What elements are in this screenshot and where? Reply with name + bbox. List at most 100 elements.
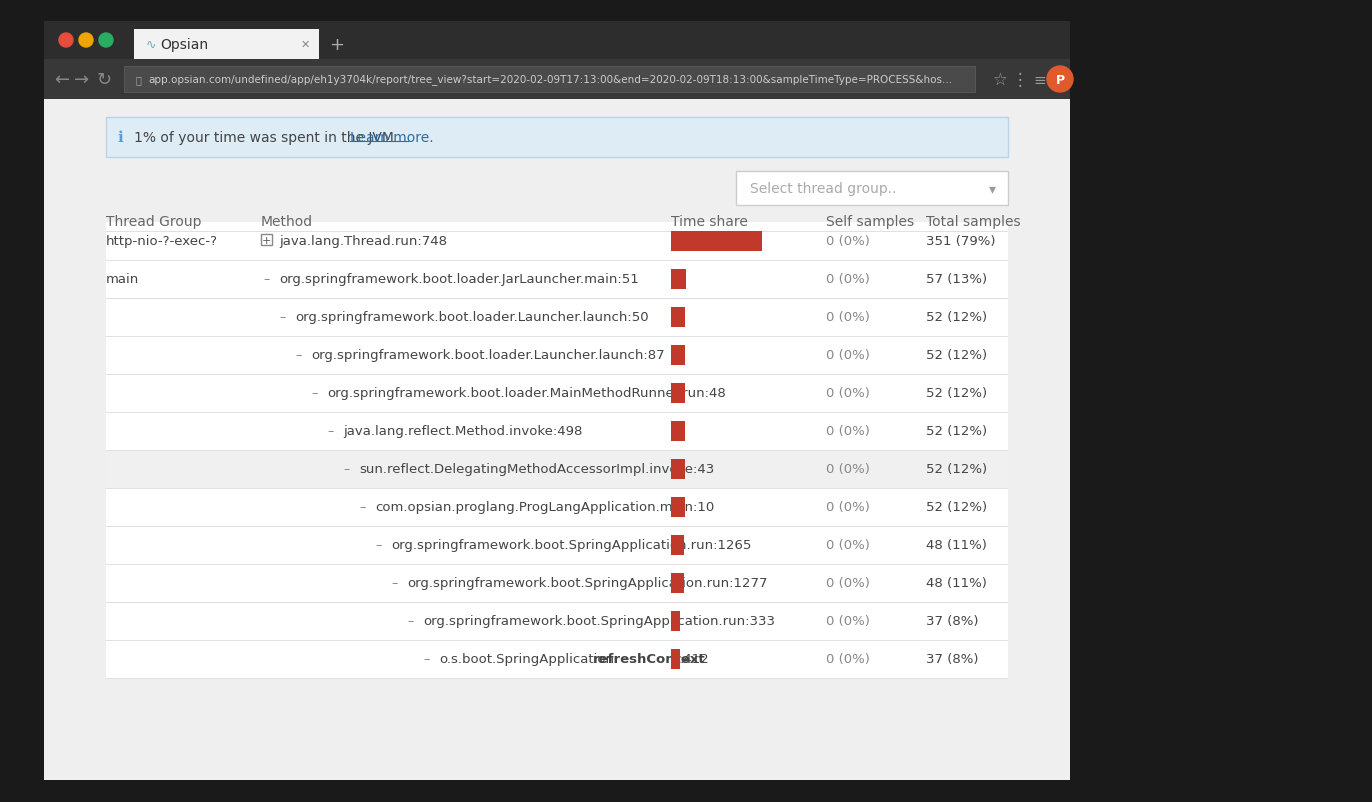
Text: 0 (0%): 0 (0%) — [826, 653, 870, 666]
Text: 0 (0%): 0 (0%) — [826, 273, 870, 286]
Bar — [106, 232, 1008, 233]
Text: 0 (0%): 0 (0%) — [826, 349, 870, 362]
Bar — [671, 422, 685, 441]
Text: 52 (12%): 52 (12%) — [926, 463, 986, 476]
Bar — [106, 488, 1008, 526]
Text: 0 (0%): 0 (0%) — [826, 539, 870, 552]
Bar — [123, 67, 975, 93]
Text: Time share: Time share — [671, 215, 748, 229]
Bar — [106, 337, 1008, 338]
Bar — [106, 602, 1008, 603]
Bar — [671, 269, 686, 290]
Text: ☆: ☆ — [992, 71, 1007, 89]
Text: com.opsian.proglang.ProgLangApplication.main:10: com.opsian.proglang.ProgLangApplication.… — [375, 501, 715, 514]
Text: org.springframework.boot.loader.JarLauncher.main:51: org.springframework.boot.loader.JarLaunc… — [279, 273, 639, 286]
Circle shape — [1047, 67, 1073, 93]
Text: ←: ← — [55, 71, 70, 89]
Text: Opsian: Opsian — [161, 38, 209, 52]
Bar — [44, 100, 1070, 780]
Text: org.springframework.boot.loader.MainMethodRunner.run:48: org.springframework.boot.loader.MainMeth… — [327, 387, 726, 400]
Text: 37 (8%): 37 (8%) — [926, 653, 978, 666]
Bar — [44, 60, 1070, 100]
Text: 0 (0%): 0 (0%) — [826, 425, 870, 438]
Text: http-nio-?-exec-?: http-nio-?-exec-? — [106, 235, 218, 248]
Bar — [671, 232, 761, 252]
Text: org.springframework.boot.SpringApplication.run:1265: org.springframework.boot.SpringApplicati… — [391, 539, 752, 552]
Text: 🔒: 🔒 — [136, 75, 141, 85]
Bar — [106, 261, 1008, 298]
Bar — [106, 640, 1008, 642]
Text: ≡: ≡ — [1033, 72, 1047, 87]
Bar — [106, 678, 1008, 679]
Bar — [261, 235, 272, 245]
Text: sun.reflect.DelegatingMethodAccessorImpl.invoke:43: sun.reflect.DelegatingMethodAccessorImpl… — [359, 463, 715, 476]
Text: –: – — [327, 425, 333, 438]
Text: –: – — [423, 653, 429, 666]
Text: +: + — [329, 36, 344, 54]
Text: –: – — [375, 539, 381, 552]
Text: org.springframework.boot.loader.Launcher.launch:50: org.springframework.boot.loader.Launcher… — [295, 311, 649, 324]
Text: –: – — [279, 311, 285, 324]
Text: app.opsian.com/undefined/app/eh1y3704k/report/tree_view?start=2020-02-09T17:13:0: app.opsian.com/undefined/app/eh1y3704k/r… — [148, 75, 952, 85]
Bar — [671, 383, 685, 403]
Text: ℹ: ℹ — [117, 131, 123, 145]
Text: 37 (8%): 37 (8%) — [926, 615, 978, 628]
Text: Learn more.: Learn more. — [350, 131, 434, 145]
Text: 0 (0%): 0 (0%) — [826, 615, 870, 628]
Text: refreshContext: refreshContext — [593, 653, 705, 666]
Bar — [44, 22, 1070, 780]
Text: –: – — [343, 463, 350, 476]
Text: →: → — [74, 71, 89, 89]
Bar — [671, 649, 681, 669]
Text: 52 (12%): 52 (12%) — [926, 311, 986, 324]
Text: 0 (0%): 0 (0%) — [826, 577, 870, 589]
Bar — [106, 526, 1008, 565]
Text: java.lang.Thread.run:748: java.lang.Thread.run:748 — [279, 235, 447, 248]
Text: 48 (11%): 48 (11%) — [926, 577, 986, 589]
Text: 52 (12%): 52 (12%) — [926, 425, 986, 438]
Text: ↻: ↻ — [96, 71, 111, 89]
Circle shape — [80, 34, 93, 48]
Text: Total samples: Total samples — [926, 215, 1021, 229]
Bar — [106, 337, 1008, 375]
Text: P: P — [1055, 74, 1065, 87]
Bar — [106, 118, 1008, 158]
Bar — [671, 573, 683, 593]
Text: 52 (12%): 52 (12%) — [926, 501, 986, 514]
Text: Thread Group: Thread Group — [106, 215, 202, 229]
Bar — [106, 451, 1008, 488]
Text: –: – — [391, 577, 398, 589]
Bar — [671, 346, 685, 366]
Text: 57 (13%): 57 (13%) — [926, 273, 986, 286]
Bar — [106, 412, 1008, 414]
Text: 48 (11%): 48 (11%) — [926, 539, 986, 552]
Text: +: + — [261, 236, 270, 245]
Text: ⋮: ⋮ — [1011, 71, 1028, 89]
Bar — [106, 526, 1008, 528]
Bar — [106, 223, 1008, 261]
Bar — [44, 22, 1070, 60]
Bar — [106, 640, 1008, 678]
Text: java.lang.reflect.Method.invoke:498: java.lang.reflect.Method.invoke:498 — [343, 425, 582, 438]
Bar — [106, 412, 1008, 451]
Text: ▾: ▾ — [988, 182, 996, 196]
Bar — [735, 172, 1008, 206]
Circle shape — [59, 34, 73, 48]
Bar — [106, 451, 1008, 452]
Text: 0 (0%): 0 (0%) — [826, 463, 870, 476]
Bar — [671, 308, 685, 327]
Bar — [671, 611, 681, 631]
Bar — [106, 602, 1008, 640]
Text: Self samples: Self samples — [826, 215, 914, 229]
Text: Select thread group..: Select thread group.. — [750, 182, 896, 196]
Text: main: main — [106, 273, 139, 286]
Text: ✕: ✕ — [300, 40, 310, 50]
Text: –: – — [311, 387, 317, 400]
Text: o.s.boot.SpringApplication.: o.s.boot.SpringApplication. — [439, 653, 619, 666]
Bar — [671, 460, 685, 480]
Bar — [106, 298, 1008, 300]
Text: Method: Method — [261, 215, 313, 229]
Text: –: – — [359, 501, 365, 514]
Text: org.springframework.boot.SpringApplication.run:333: org.springframework.boot.SpringApplicati… — [423, 615, 775, 628]
Bar — [106, 375, 1008, 412]
